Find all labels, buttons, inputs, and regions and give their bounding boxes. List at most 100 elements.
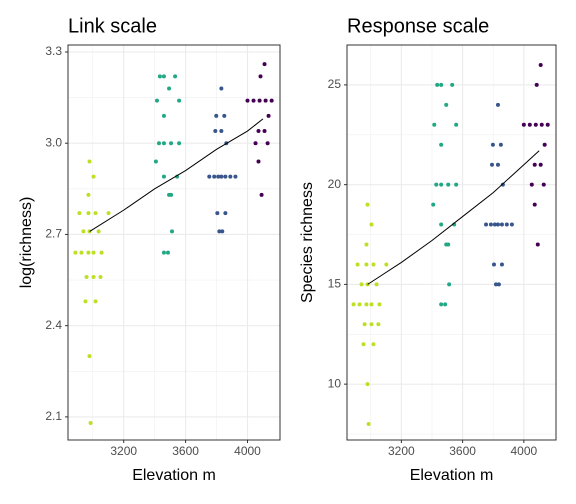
point	[491, 262, 496, 267]
x-tick-label: 3600	[449, 444, 476, 458]
point	[541, 182, 546, 187]
point	[533, 122, 538, 127]
point	[488, 222, 493, 227]
point	[498, 142, 503, 147]
plot-background	[347, 45, 556, 440]
point	[371, 262, 376, 267]
point	[233, 174, 238, 179]
point	[521, 122, 526, 127]
point	[532, 162, 537, 167]
point	[84, 275, 89, 280]
y-tick-label: 25	[328, 77, 342, 91]
point	[156, 141, 161, 146]
point	[157, 74, 162, 79]
point	[161, 141, 166, 146]
panel-border	[67, 44, 281, 441]
point	[504, 222, 509, 227]
point	[364, 262, 369, 267]
point	[439, 182, 444, 187]
point	[98, 275, 103, 280]
point	[450, 82, 455, 87]
y-tick-label: 3.0	[45, 135, 62, 149]
panel-title: Link scale	[68, 15, 157, 37]
point	[161, 174, 166, 179]
point	[257, 98, 262, 103]
point	[86, 211, 91, 216]
point	[86, 192, 91, 197]
y-tick-label: 3.3	[45, 44, 62, 58]
point	[256, 129, 261, 134]
point	[369, 322, 374, 327]
point	[161, 74, 166, 79]
point	[371, 342, 376, 347]
point	[81, 229, 86, 234]
x-tick-label: 4000	[234, 444, 261, 458]
y-axis-title: Species richness	[299, 182, 316, 303]
point	[262, 62, 267, 67]
x-axis-title: Elevation m	[132, 467, 216, 484]
point	[91, 174, 96, 179]
point	[93, 211, 98, 216]
point	[545, 122, 550, 127]
panel-title: Response scale	[347, 15, 489, 37]
point	[99, 250, 104, 255]
point	[446, 182, 451, 187]
point	[73, 250, 78, 255]
point	[262, 129, 267, 134]
y-tick-label: 20	[328, 177, 342, 191]
y-tick-label: 10	[328, 376, 342, 390]
point	[266, 113, 271, 118]
point	[496, 282, 501, 287]
point	[534, 82, 539, 87]
point	[256, 159, 261, 164]
point	[253, 141, 258, 146]
point	[495, 162, 500, 167]
point	[454, 182, 459, 187]
point	[444, 102, 449, 107]
point	[223, 211, 228, 216]
point	[369, 302, 374, 307]
point	[216, 174, 221, 179]
point	[355, 262, 360, 267]
x-tick-label: 3200	[388, 444, 415, 458]
point	[219, 129, 224, 134]
point	[535, 242, 540, 247]
point	[509, 222, 514, 227]
point	[539, 122, 544, 127]
point	[364, 242, 369, 247]
point	[499, 222, 504, 227]
point	[106, 211, 111, 216]
point	[245, 98, 250, 103]
point	[364, 302, 369, 307]
point	[222, 113, 227, 118]
point	[165, 250, 170, 255]
x-axis-title: Elevation m	[410, 467, 494, 484]
point	[454, 122, 459, 127]
point	[538, 162, 543, 167]
point	[77, 211, 82, 216]
point	[447, 282, 452, 287]
point	[87, 354, 92, 359]
point	[153, 159, 158, 164]
point	[251, 98, 256, 103]
point	[376, 322, 381, 327]
point	[369, 222, 374, 227]
point	[493, 282, 498, 287]
y-tick-label: 2.4	[45, 318, 62, 332]
point	[265, 141, 270, 146]
point	[154, 98, 159, 103]
point	[359, 282, 364, 287]
point	[529, 182, 534, 187]
point	[269, 98, 274, 103]
point	[177, 141, 182, 146]
x-tick-label: 3200	[110, 444, 137, 458]
point	[217, 229, 222, 234]
point	[263, 98, 268, 103]
point	[93, 299, 98, 304]
point	[161, 250, 166, 255]
y-tick-label: 2.7	[45, 227, 62, 241]
fit-line	[367, 150, 540, 285]
point	[169, 192, 174, 197]
point	[357, 302, 362, 307]
point	[87, 229, 92, 234]
